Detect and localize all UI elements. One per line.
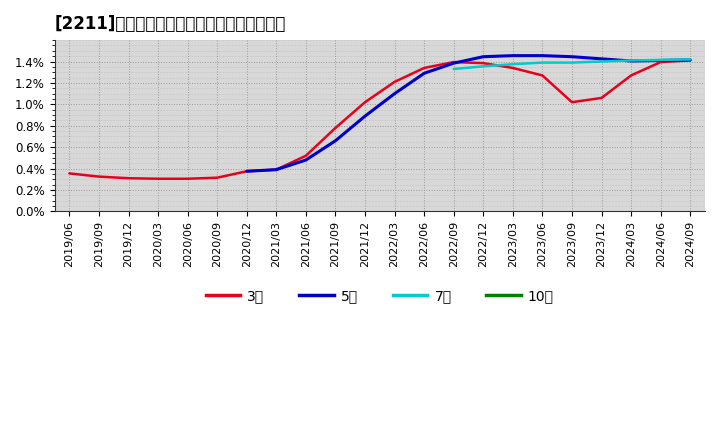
5年 [302, 158, 310, 163]
3年 [657, 59, 665, 65]
7年 [479, 64, 487, 69]
5年 [508, 53, 517, 58]
5年 [627, 59, 636, 64]
7年 [538, 60, 546, 65]
3年 [124, 176, 132, 181]
5年 [479, 54, 487, 59]
3年 [567, 99, 576, 105]
5年 [449, 60, 458, 66]
3年 [65, 171, 73, 176]
5年 [657, 58, 665, 63]
Line: 7年: 7年 [454, 59, 690, 69]
Text: [2211]　経常利益マージンの標準偏差の推移: [2211] 経常利益マージンの標準偏差の推移 [55, 15, 286, 33]
5年 [567, 54, 576, 59]
3年 [627, 73, 636, 78]
3年 [479, 60, 487, 66]
3年 [538, 73, 546, 78]
7年 [686, 57, 695, 62]
3年 [184, 176, 192, 181]
3年 [243, 169, 251, 174]
7年 [449, 66, 458, 72]
7年 [508, 62, 517, 67]
Legend: 3年, 5年, 7年, 10年: 3年, 5年, 7年, 10年 [200, 283, 559, 308]
5年 [686, 57, 695, 62]
5年 [243, 169, 251, 174]
3年 [420, 65, 428, 70]
3年 [390, 79, 399, 84]
7年 [627, 58, 636, 63]
3年 [213, 175, 222, 180]
5年 [420, 71, 428, 76]
3年 [331, 125, 340, 131]
3年 [508, 65, 517, 70]
Line: 5年: 5年 [247, 55, 690, 171]
5年 [331, 138, 340, 143]
Line: 3年: 3年 [69, 60, 690, 179]
5年 [272, 167, 281, 172]
3年 [154, 176, 163, 181]
5年 [390, 91, 399, 96]
5年 [538, 53, 546, 58]
3年 [449, 59, 458, 65]
3年 [94, 174, 103, 179]
3年 [272, 167, 281, 172]
7年 [597, 59, 606, 64]
7年 [567, 60, 576, 65]
3年 [361, 99, 369, 105]
3年 [302, 153, 310, 158]
5年 [597, 56, 606, 62]
3年 [597, 95, 606, 101]
3年 [686, 58, 695, 63]
5年 [361, 114, 369, 119]
7年 [657, 57, 665, 62]
